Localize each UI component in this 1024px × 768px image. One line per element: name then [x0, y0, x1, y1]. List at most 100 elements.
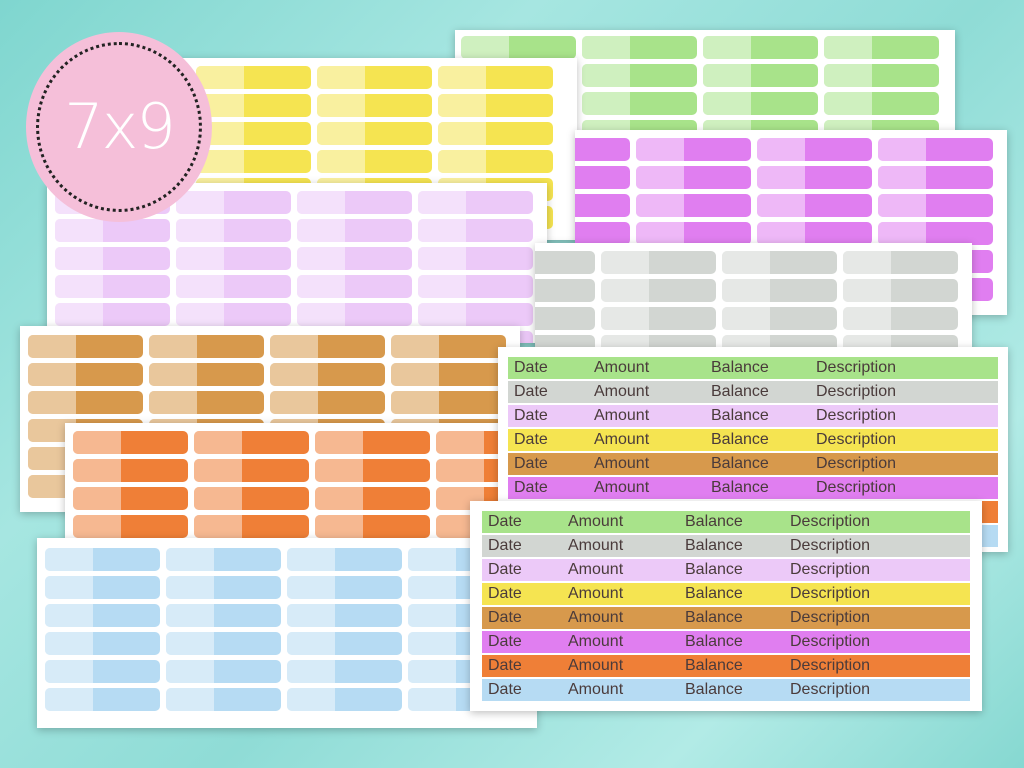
sticker-tab [287, 688, 402, 711]
tab-highlight [438, 94, 487, 117]
sticker-tab [149, 363, 264, 386]
sticker-tab [391, 391, 506, 414]
ledger-row: Date Amount Balance Description [508, 405, 998, 427]
sticker-tab [824, 64, 939, 87]
tab-highlight [436, 459, 485, 482]
tab-grid [535, 251, 958, 353]
ledger-row: Date Amount Balance Description [482, 679, 970, 701]
sticker-sheet-blue [37, 538, 537, 728]
tab-highlight [418, 191, 467, 214]
sticker-tab [28, 391, 143, 414]
sticker-tab [601, 279, 716, 302]
tab-highlight [297, 303, 346, 326]
ledger-cell-description: Description [790, 681, 871, 698]
sticker-tab [535, 251, 595, 274]
ledger-cell-description: Description [790, 513, 871, 530]
ledger-row: Date Amount Balance Description [482, 607, 970, 629]
ledger-cell-description: Description [816, 359, 897, 376]
ledger-row: Date Amount Balance Description [508, 429, 998, 451]
tab-highlight [636, 138, 685, 161]
tab-highlight [703, 92, 752, 115]
size-badge-text: 7x9 [64, 90, 176, 163]
ledger-cell-amount: Amount [568, 537, 624, 554]
tab-highlight [824, 64, 873, 87]
sticker-tab [418, 303, 533, 326]
tab-highlight [757, 222, 806, 245]
sticker-tab [176, 247, 291, 270]
sticker-tab [601, 307, 716, 330]
sticker-sheet-gray [535, 243, 972, 353]
sticker-tab [535, 279, 595, 302]
sticker-tab [196, 94, 311, 117]
sticker-tab [149, 335, 264, 358]
sticker-tab [418, 275, 533, 298]
tab-highlight [166, 576, 215, 599]
tab-highlight [28, 447, 77, 470]
sticker-tab [166, 576, 281, 599]
ledger-row: Date Amount Balance Description [508, 381, 998, 403]
sticker-tab [575, 194, 630, 217]
tab-highlight [843, 251, 892, 274]
size-badge: 7x9 [26, 32, 212, 222]
tab-highlight [194, 431, 243, 454]
tab-highlight [391, 363, 440, 386]
ledger-cell-balance: Balance [685, 513, 743, 530]
tab-highlight [196, 150, 245, 173]
sticker-tab [636, 222, 751, 245]
ledger-cell-balance: Balance [685, 681, 743, 698]
tab-highlight [757, 138, 806, 161]
ledger-cell-description: Description [790, 609, 871, 626]
tab-highlight [149, 335, 198, 358]
tab-highlight [757, 166, 806, 189]
ledger-cell-balance: Balance [711, 431, 769, 448]
tab-highlight [601, 279, 650, 302]
tab-highlight [270, 335, 319, 358]
sticker-tab [315, 431, 430, 454]
sticker-tab [575, 222, 630, 245]
sticker-tab [757, 138, 872, 161]
sticker-tab [28, 363, 143, 386]
tab-highlight [418, 219, 467, 242]
tab-highlight [196, 66, 245, 89]
tab-highlight [408, 604, 457, 627]
tab-highlight [166, 632, 215, 655]
tab-highlight [73, 431, 122, 454]
tab-highlight [722, 251, 771, 274]
sticker-tab [535, 307, 595, 330]
tab-highlight [438, 66, 487, 89]
sticker-tab [176, 303, 291, 326]
sticker-tab [636, 138, 751, 161]
sticker-tab [176, 191, 291, 214]
ledger-cell-amount: Amount [594, 479, 650, 496]
ledger-cell-amount: Amount [568, 681, 624, 698]
ledger-cell-description: Description [816, 407, 897, 424]
sticker-tab [438, 94, 553, 117]
tab-highlight [55, 219, 104, 242]
tab-highlight [55, 275, 104, 298]
tab-highlight [297, 275, 346, 298]
tab-highlight [436, 431, 485, 454]
sticker-tab [73, 487, 188, 510]
tab-grid [45, 548, 523, 711]
tab-highlight [297, 219, 346, 242]
tab-highlight [270, 391, 319, 414]
ledger-row: Date Amount Balance Description [482, 511, 970, 533]
sticker-tab [315, 459, 430, 482]
ledger-rows: Date Amount Balance Description Date Amount Ba… [482, 511, 970, 703]
ledger-cell-balance: Balance [711, 455, 769, 472]
sticker-tab [73, 431, 188, 454]
sticker-sheet-green [455, 30, 955, 140]
sticker-sheet-orange [65, 423, 535, 553]
sticker-tab [176, 275, 291, 298]
ledger-cell-date: Date [514, 383, 548, 400]
tab-highlight [824, 36, 873, 59]
sticker-tab [843, 307, 958, 330]
sticker-tab [287, 548, 402, 571]
sticker-tab [28, 335, 143, 358]
ledger-row: Date Amount Balance Description [508, 453, 998, 475]
tab-highlight [45, 548, 94, 571]
sticker-tab [317, 122, 432, 145]
ledger-cell-description: Description [790, 537, 871, 554]
tab-highlight [317, 122, 366, 145]
ledger-cell-date: Date [488, 633, 522, 650]
